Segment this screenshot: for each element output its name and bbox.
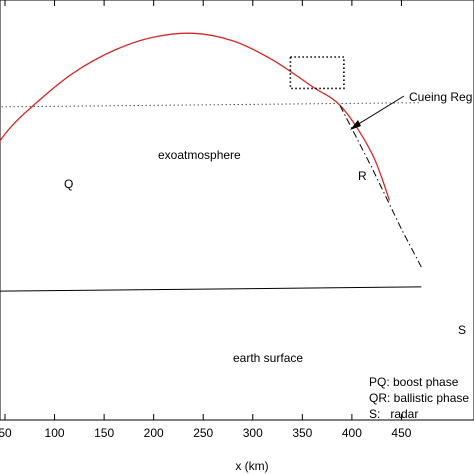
x-tick-label-250: 250 bbox=[193, 426, 213, 440]
radar-dashdot-line bbox=[339, 105, 422, 268]
x-tick-label-100: 100 bbox=[45, 426, 65, 440]
cueing-region-box bbox=[289, 56, 345, 90]
x-tick-label-400: 400 bbox=[342, 426, 362, 440]
x-tick-label-150: 150 bbox=[94, 426, 114, 440]
x-tick-labels: 50 100 150 200 250 300 350 400 450 bbox=[0, 426, 412, 440]
x-tick-label-350: 350 bbox=[292, 426, 312, 440]
trajectory-line bbox=[0, 32, 391, 201]
cueing-region-arrow bbox=[351, 95, 405, 129]
annotation-point-q: Q bbox=[64, 177, 73, 191]
annotation-point-s: S bbox=[458, 323, 466, 337]
legend-line-1: PQ: boost phase bbox=[369, 375, 459, 389]
x-tick-label-200: 200 bbox=[144, 426, 164, 440]
exoatmosphere-line bbox=[0, 102, 422, 108]
plot-frame bbox=[0, 0, 474, 421]
x-axis-label: x (km) bbox=[235, 459, 268, 473]
x-tick-label-50: 50 bbox=[0, 426, 12, 440]
annotation-cueing-region: Cueing Reg bbox=[409, 90, 472, 104]
legend-line-2: QR: ballistic phase bbox=[369, 391, 469, 405]
x-tick-label-450: 450 bbox=[391, 426, 411, 440]
annotation-point-r: R bbox=[358, 169, 367, 183]
annotation-earth-surface: earth surface bbox=[233, 351, 303, 365]
earth-surface-line bbox=[0, 286, 422, 292]
legend-line-3: S: radar bbox=[369, 407, 418, 421]
x-tick-marks bbox=[4, 0, 402, 420]
annotation-exoatmosphere: exoatmosphere bbox=[158, 148, 241, 162]
x-tick-label-300: 300 bbox=[243, 426, 263, 440]
cueing-region-arrowhead bbox=[350, 120, 361, 130]
